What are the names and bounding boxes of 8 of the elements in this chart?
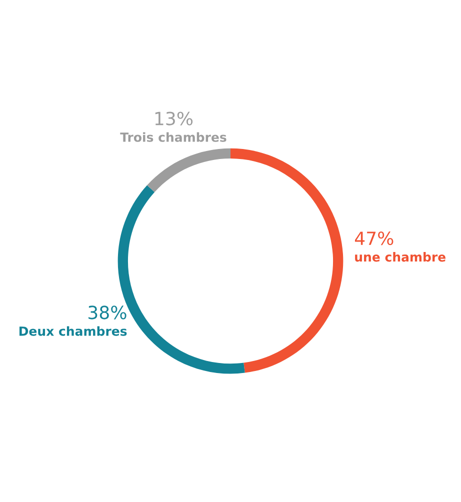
- donut-slice: [147, 148, 230, 192]
- donut-slice: [230, 148, 344, 373]
- slice-label: Trois chambres: [120, 132, 226, 142]
- data-label: 13%: [155, 112, 193, 126]
- slice-label: une chambre: [355, 252, 446, 262]
- slice-label: Deux chambres: [19, 326, 127, 336]
- data-label: 38%: [88, 306, 126, 320]
- data-label: 47%: [354, 231, 394, 246]
